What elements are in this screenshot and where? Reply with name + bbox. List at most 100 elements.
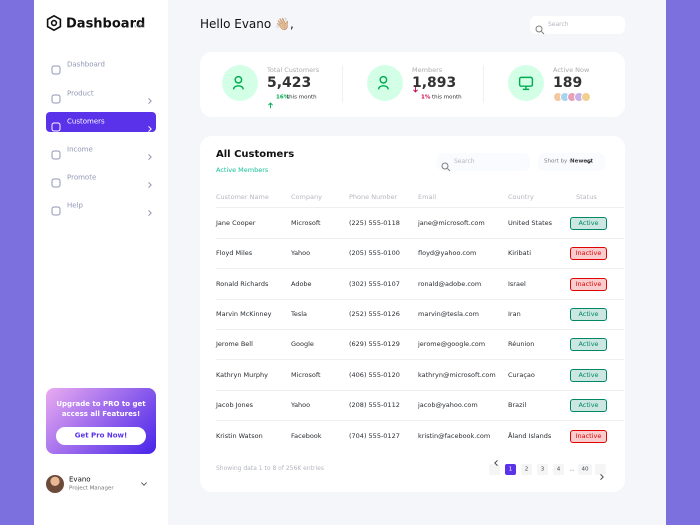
nav-icon: [51, 60, 61, 75]
status-text: Inactive: [575, 431, 602, 440]
chevron-svg: [494, 459, 498, 466]
page-label[interactable]: 2: [524, 465, 529, 472]
stat-change: 16%: [276, 93, 290, 100]
table-search[interactable]: [437, 153, 530, 171]
cell: Google: [291, 339, 314, 348]
cell: (704) 555-0127: [349, 431, 400, 440]
status-text: Active: [578, 370, 599, 379]
stat-value: 189: [553, 75, 583, 91]
cell: jacob@yahoo.com: [418, 400, 478, 409]
nav-icon-svg: [51, 94, 61, 104]
column-header: Status: [576, 192, 597, 201]
row-rule: [216, 329, 624, 330]
cell: Réunion: [508, 339, 535, 348]
stat-glyph-svg: [518, 76, 534, 91]
nav-item[interactable]: Dashboard: [67, 60, 105, 69]
avatar: [46, 475, 64, 493]
page-label[interactable]: 40: [581, 465, 589, 472]
cell: Kristin Watson: [216, 431, 263, 440]
table-search-placeholder[interactable]: Search: [454, 158, 475, 165]
logo: Dashboard: [66, 16, 146, 32]
cell: Yahoo: [291, 248, 311, 257]
chevron: [146, 174, 154, 188]
sort-box[interactable]: [538, 153, 605, 171]
status-text: Active: [578, 339, 599, 348]
page-button[interactable]: [521, 464, 532, 475]
cell: Microsoft: [291, 370, 321, 379]
nav-item[interactable]: Promote: [67, 173, 97, 182]
search-box[interactable]: [530, 16, 625, 34]
upgrade-button-text[interactable]: Get Pro Now!: [74, 431, 128, 440]
nav-icon-svg: [51, 65, 61, 75]
cell: Åland Islands: [508, 431, 552, 440]
table-title: All Customers: [216, 149, 295, 160]
page-button[interactable]: [537, 464, 548, 475]
stat-glyph: [232, 75, 248, 91]
stat-glyph: [518, 75, 534, 91]
page-button[interactable]: [553, 464, 564, 475]
cell: (225) 555-0118: [349, 218, 400, 227]
page-button[interactable]: [578, 464, 592, 475]
stat-icon: [508, 65, 544, 101]
nav-icon-svg: [51, 206, 61, 216]
cell: Jerome Bell: [216, 339, 253, 348]
chevron-svg: [141, 482, 147, 486]
stat-label: Members: [412, 65, 443, 74]
page-next[interactable]: [595, 464, 606, 475]
column-header: Email: [418, 192, 437, 201]
status-text: Active: [578, 309, 599, 318]
cell: kristin@facebook.com: [418, 431, 491, 440]
cell: Floyd Miles: [216, 248, 253, 257]
chevron-svg: [600, 473, 604, 480]
stat-divider: [342, 65, 343, 103]
nav-item[interactable]: Product: [67, 89, 94, 98]
status-text: Active: [578, 218, 599, 227]
nav-icon-svg: [51, 178, 61, 188]
column-header: Company: [291, 192, 322, 201]
nav-icon: [51, 89, 61, 104]
stat-glyph: [377, 75, 393, 91]
nav-item[interactable]: Customers: [67, 117, 105, 126]
search-icon-svg: [535, 25, 545, 35]
chevron: [598, 466, 606, 480]
chevron: [146, 202, 154, 216]
cell: Curaçao: [508, 370, 535, 379]
cell: Jacob Jones: [216, 400, 254, 409]
cell: jerome@google.com: [418, 339, 486, 348]
status-text: Inactive: [575, 279, 602, 288]
search-icon: [535, 20, 545, 35]
nav-active[interactable]: [46, 112, 156, 132]
cell: ronald@adobe.com: [418, 279, 482, 288]
row-rule: [216, 238, 624, 239]
upgrade-button[interactable]: [56, 427, 146, 445]
row-rule: [216, 268, 624, 269]
page-label[interactable]: 3: [540, 465, 545, 472]
nav-item[interactable]: Income: [67, 145, 93, 154]
cell: floyd@yahoo.com: [418, 248, 477, 257]
page-label[interactable]: 1: [508, 465, 513, 472]
sort-label[interactable]: Short by :: [544, 158, 571, 165]
status-badge: [570, 277, 607, 291]
row-rule: [216, 390, 624, 391]
column-header: Country: [508, 192, 534, 201]
status-badge: [570, 368, 607, 382]
chevron: [146, 146, 154, 160]
cell: (208) 555-0112: [349, 400, 400, 409]
logo-icon-svg: [46, 14, 62, 32]
cell: jane@microsoft.com: [418, 218, 485, 227]
page-label[interactable]: 4: [556, 465, 561, 472]
cell: Ronald Richards: [216, 279, 269, 288]
nav-item[interactable]: Help: [67, 201, 83, 210]
row-rule: [216, 299, 624, 300]
user-role: Project Manager: [69, 485, 114, 492]
greeting: Hello Evano 👋🏼,: [200, 17, 294, 31]
search-placeholder[interactable]: Search: [548, 21, 569, 28]
page-prev[interactable]: [489, 464, 500, 475]
stat-label: Active Now: [553, 65, 590, 74]
cell: (406) 555-0120: [349, 370, 400, 379]
version: v.01: [134, 23, 145, 30]
page-button[interactable]: [505, 464, 516, 475]
chevron: [586, 158, 600, 166]
sort-value[interactable]: Newest: [570, 158, 594, 165]
